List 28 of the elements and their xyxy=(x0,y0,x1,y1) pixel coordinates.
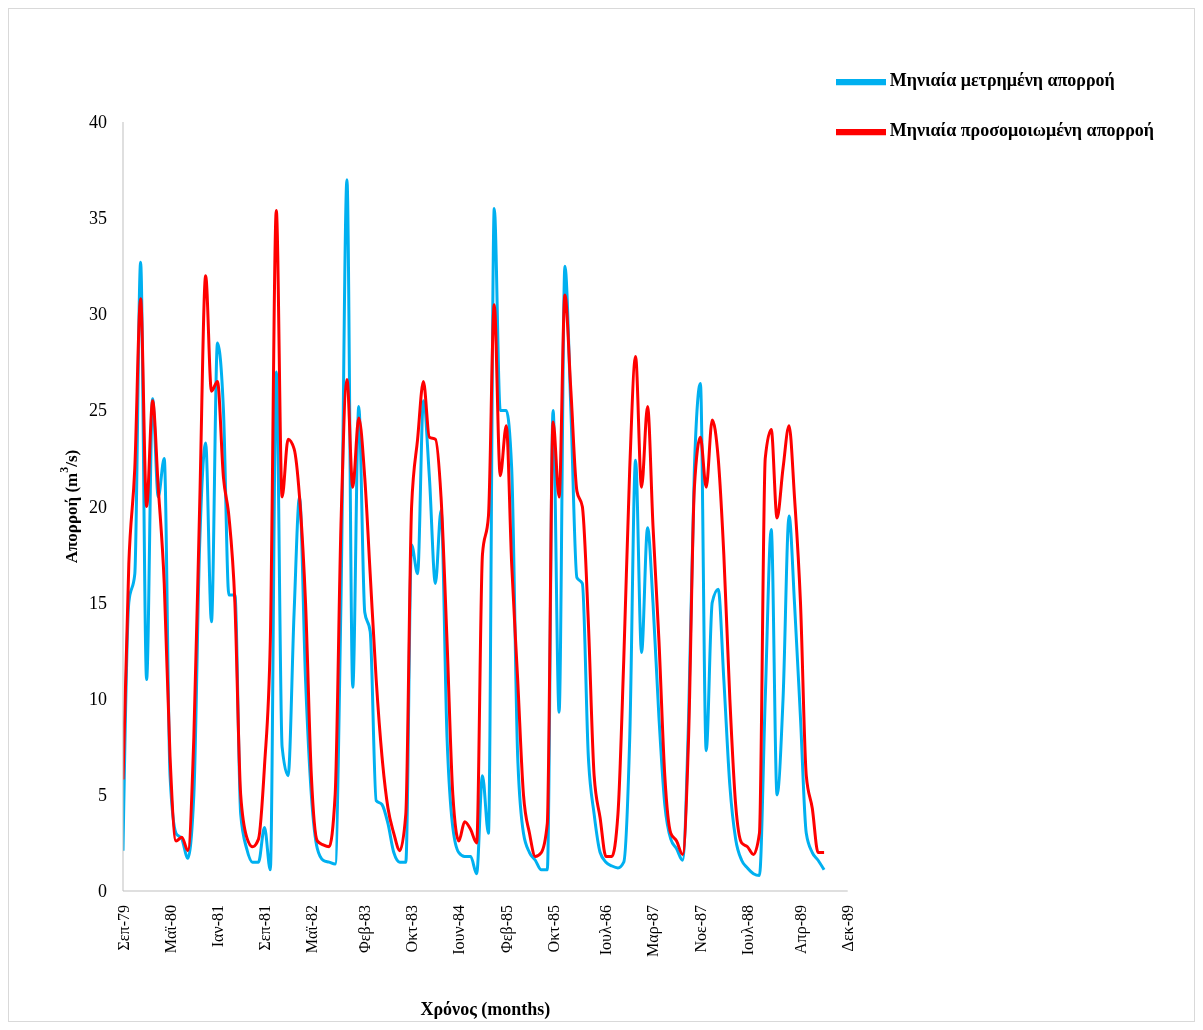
y-tick-label: 20 xyxy=(89,496,107,517)
x-axis-title: Χρόνος (months) xyxy=(420,999,551,1020)
x-tick-label: Μαϊ-80 xyxy=(161,905,179,954)
y-tick-label: 15 xyxy=(89,592,107,613)
x-tick-label: Ιουλ-86 xyxy=(597,905,615,956)
x-tick-label: Ιαν-81 xyxy=(208,905,226,948)
legend-label: Μηνιαία μετρημένη απορροή xyxy=(889,70,1115,91)
x-tick-label: Σεπ-79 xyxy=(114,905,132,951)
x-tick-label: Φεβ-83 xyxy=(356,905,375,953)
x-tick-label: Οκτ-83 xyxy=(403,905,421,953)
y-tick-label: 10 xyxy=(89,688,107,709)
y-tick-label: 5 xyxy=(98,784,107,805)
legend-label: Μηνιαία προσομοιωμένη απορροή xyxy=(889,120,1154,141)
y-tick-label: 35 xyxy=(89,208,107,229)
y-tick-label: 40 xyxy=(89,112,107,132)
x-tick-label: Οκτ-85 xyxy=(544,905,562,953)
y-tick-label: 0 xyxy=(98,881,107,901)
y-tick-label: 30 xyxy=(89,304,107,325)
x-tick-label: Δεκ-89 xyxy=(839,905,857,952)
x-tick-label: Ιουλ-88 xyxy=(738,905,756,956)
x-tick-label: Απρ-89 xyxy=(791,905,810,954)
x-tick-label: Φεβ-85 xyxy=(497,905,516,953)
x-tick-label: Μαϊ-82 xyxy=(302,905,320,954)
x-tick-label: Ιουν-84 xyxy=(450,905,468,955)
x-tick-label: Νοε-87 xyxy=(691,905,709,953)
x-tick-label: Μαρ-87 xyxy=(644,905,663,957)
y-tick-label: 25 xyxy=(89,400,107,421)
x-tick-label: Σεπ-81 xyxy=(256,905,273,951)
